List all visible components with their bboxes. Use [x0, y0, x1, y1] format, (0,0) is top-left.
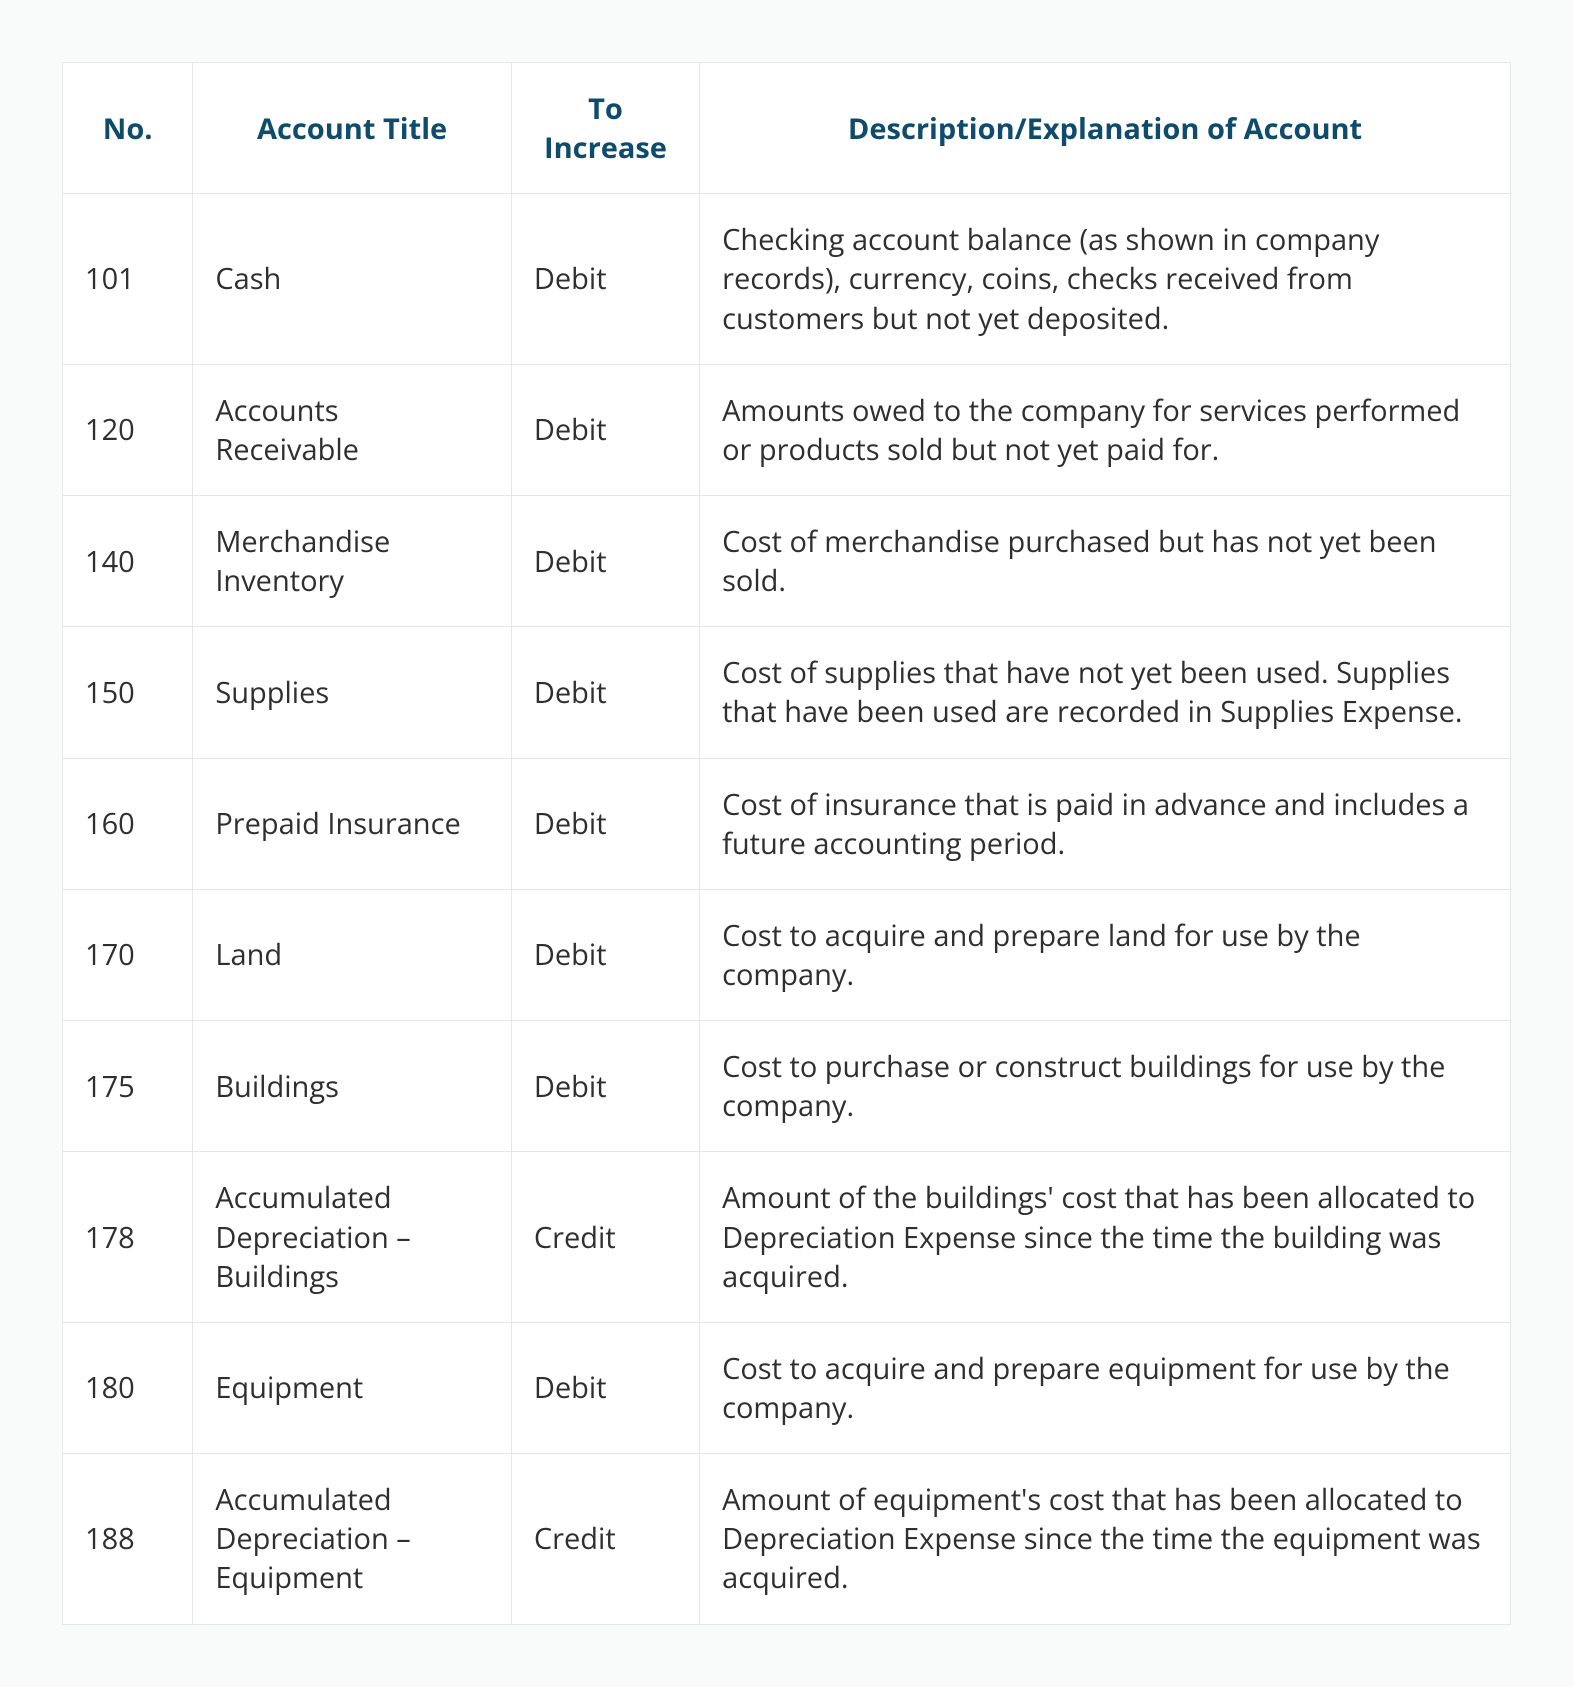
table-row: 101 Cash Debit Checking account balance …	[63, 194, 1511, 364]
cell-account-title: Accumulated Depreciation – Buildings	[193, 1152, 512, 1322]
cell-no: 160	[63, 758, 193, 889]
cell-to-increase: Credit	[511, 1454, 699, 1624]
cell-account-title: Land	[193, 889, 512, 1020]
table-row: 160 Prepaid Insurance Debit Cost of insu…	[63, 758, 1511, 889]
header-to-increase: To Increase	[511, 63, 699, 194]
cell-no: 101	[63, 194, 193, 364]
cell-description: Amount of the buildings' cost that has b…	[700, 1152, 1511, 1322]
cell-account-title: Supplies	[193, 627, 512, 758]
header-description: Description/Explanation of Account	[700, 63, 1511, 194]
accounts-table: No. Account Title To Increase Descriptio…	[62, 62, 1511, 1625]
cell-account-title: Prepaid Insurance	[193, 758, 512, 889]
table-header: No. Account Title To Increase Descriptio…	[63, 63, 1511, 194]
cell-no: 175	[63, 1021, 193, 1152]
table-row: 120 Accounts Receivable Debit Amounts ow…	[63, 364, 1511, 495]
cell-description: Cost to acquire and prepare land for use…	[700, 889, 1511, 1020]
table-row: 178 Accumulated Depreciation – Buildings…	[63, 1152, 1511, 1322]
cell-account-title: Accounts Receivable	[193, 364, 512, 495]
cell-no: 150	[63, 627, 193, 758]
cell-to-increase: Credit	[511, 1152, 699, 1322]
cell-to-increase: Debit	[511, 495, 699, 626]
table-row: 150 Supplies Debit Cost of supplies that…	[63, 627, 1511, 758]
cell-no: 170	[63, 889, 193, 1020]
cell-description: Cost of supplies that have not yet been …	[700, 627, 1511, 758]
table-row: 180 Equipment Debit Cost to acquire and …	[63, 1322, 1511, 1453]
cell-description: Cost of insurance that is paid in advanc…	[700, 758, 1511, 889]
cell-description: Checking account balance (as shown in co…	[700, 194, 1511, 364]
cell-no: 120	[63, 364, 193, 495]
cell-to-increase: Debit	[511, 364, 699, 495]
cell-to-increase: Debit	[511, 194, 699, 364]
cell-no: 140	[63, 495, 193, 626]
cell-to-increase: Debit	[511, 889, 699, 1020]
header-account-title: Account Title	[193, 63, 512, 194]
table-row: 188 Accumulated Depreciation – Equipment…	[63, 1454, 1511, 1624]
cell-to-increase: Debit	[511, 758, 699, 889]
header-no: No.	[63, 63, 193, 194]
cell-no: 178	[63, 1152, 193, 1322]
table-row: 140 Merchandise Inventory Debit Cost of …	[63, 495, 1511, 626]
cell-account-title: Merchandise Inventory	[193, 495, 512, 626]
table-row: 170 Land Debit Cost to acquire and prepa…	[63, 889, 1511, 1020]
cell-description: Amount of equipment's cost that has been…	[700, 1454, 1511, 1624]
cell-no: 188	[63, 1454, 193, 1624]
cell-description: Cost of merchandise purchased but has no…	[700, 495, 1511, 626]
table-body: 101 Cash Debit Checking account balance …	[63, 194, 1511, 1624]
cell-account-title: Accumulated Depreciation – Equipment	[193, 1454, 512, 1624]
cell-to-increase: Debit	[511, 1322, 699, 1453]
cell-description: Cost to purchase or construct buildings …	[700, 1021, 1511, 1152]
cell-description: Cost to acquire and prepare equipment fo…	[700, 1322, 1511, 1453]
cell-account-title: Cash	[193, 194, 512, 364]
table-row: 175 Buildings Debit Cost to purchase or …	[63, 1021, 1511, 1152]
cell-description: Amounts owed to the company for services…	[700, 364, 1511, 495]
cell-account-title: Equipment	[193, 1322, 512, 1453]
page: No. Account Title To Increase Descriptio…	[0, 0, 1573, 1687]
cell-account-title: Buildings	[193, 1021, 512, 1152]
header-row: No. Account Title To Increase Descriptio…	[63, 63, 1511, 194]
cell-to-increase: Debit	[511, 1021, 699, 1152]
cell-to-increase: Debit	[511, 627, 699, 758]
cell-no: 180	[63, 1322, 193, 1453]
